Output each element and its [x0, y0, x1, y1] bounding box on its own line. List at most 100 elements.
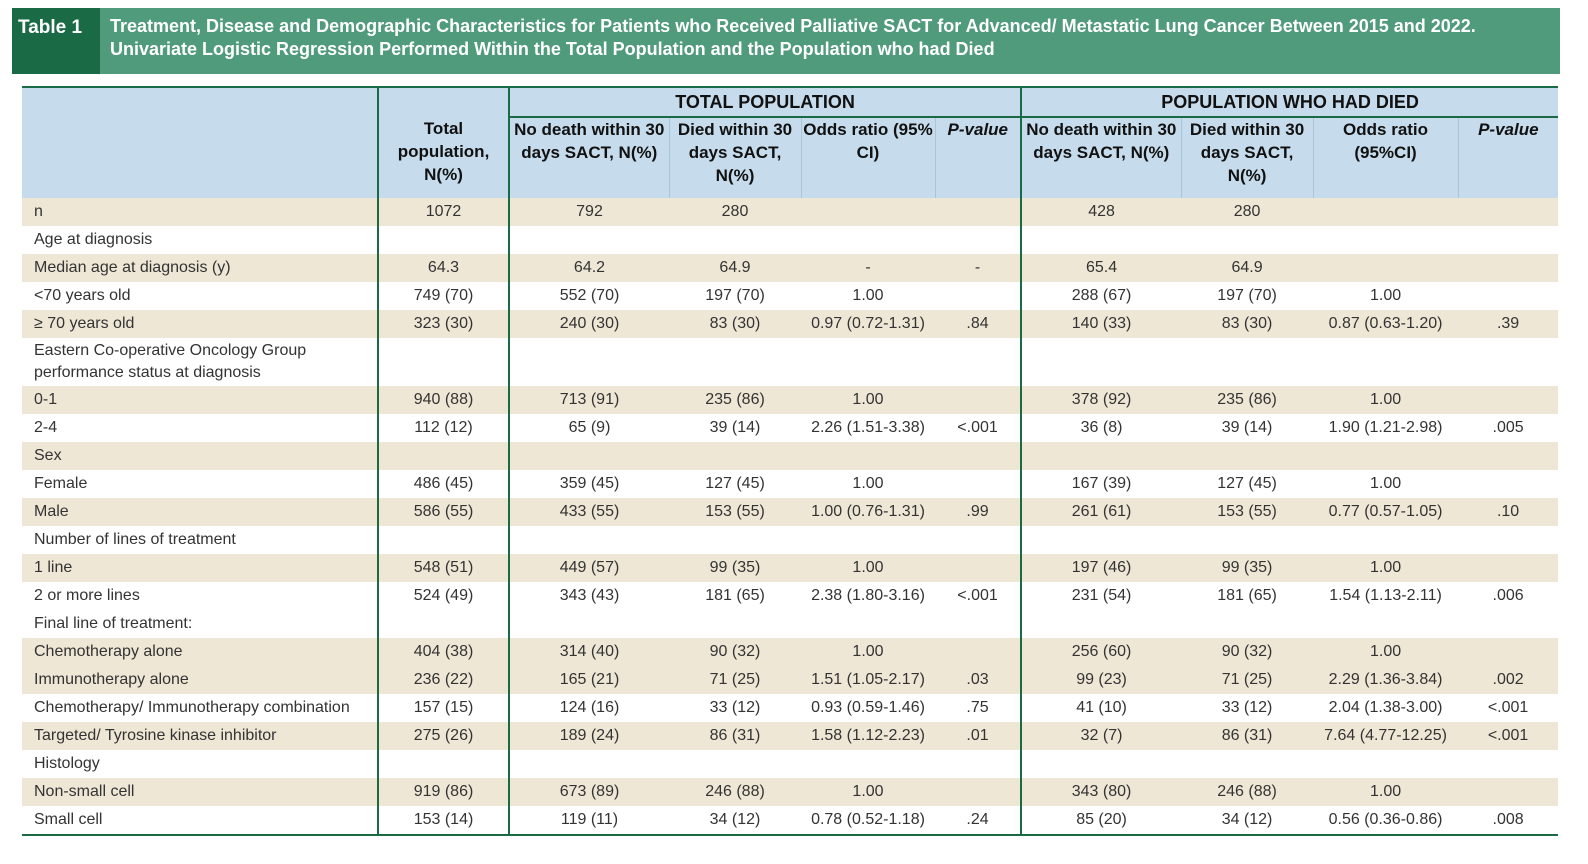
table-cell	[1313, 226, 1459, 254]
row-label: ≥ 70 years old	[22, 310, 378, 338]
table-cell: 0.56 (0.36-0.86)	[1313, 806, 1459, 835]
table-row: Small cell 153 (14) 119 (11) 34 (12) 0.78 (0…	[22, 806, 1559, 835]
table-cell	[935, 526, 1022, 554]
table-cell	[1020, 442, 1182, 470]
table-cell: 1.00	[801, 470, 935, 498]
table-cell: .24	[935, 806, 1022, 835]
table-cell	[508, 226, 669, 254]
table-cell	[1020, 226, 1182, 254]
table-cell: 231 (54)	[1020, 582, 1182, 610]
table-cell: 428	[1020, 198, 1182, 226]
table-cell	[1313, 198, 1459, 226]
table-cell	[1458, 778, 1559, 806]
table-cell: 449 (57)	[508, 554, 669, 582]
row-label: Chemotherapy alone	[22, 638, 378, 666]
row-label: n	[22, 198, 378, 226]
table-row: Histology	[22, 750, 1559, 778]
table-cell	[1313, 338, 1459, 386]
table-cell: .008	[1458, 806, 1559, 835]
table-cell: 548 (51)	[377, 554, 509, 582]
table-cell: 1.54 (1.13-2.11)	[1313, 582, 1459, 610]
table-cell	[935, 470, 1022, 498]
table-caption: Treatment, Disease and Demographic Chara…	[110, 16, 1476, 59]
table-cell: 0.87 (0.63-1.20)	[1313, 310, 1459, 338]
table-row: Female 486 (45) 359 (45) 127 (45) 1.00 167 (3…	[22, 470, 1559, 498]
table-cell	[1458, 638, 1559, 666]
table-cell: 0.78 (0.52-1.18)	[801, 806, 935, 835]
table-cell: 240 (30)	[508, 310, 669, 338]
header-p-value-died: P-value	[1457, 117, 1559, 198]
table-cell: 64.9	[669, 254, 801, 282]
header-blank-total	[377, 87, 509, 117]
table-row: <70 years old 749 (70) 552 (70) 197 (70) 1.0…	[22, 282, 1559, 310]
table-cell	[801, 442, 935, 470]
table-row: Median age at diagnosis (y) 64.3 64.2 64.9-…	[22, 254, 1559, 282]
table-cell: 83 (30)	[1181, 310, 1314, 338]
table-cell: .005	[1458, 414, 1559, 442]
table-cell: 552 (70)	[508, 282, 669, 310]
table-cell	[669, 610, 801, 638]
table-cell: 32 (7)	[1020, 722, 1182, 750]
table-cell: 41 (10)	[1020, 694, 1182, 722]
table-row: 0-1 940 (88) 713 (91) 235 (86) 1.00 378 (92) 2…	[22, 386, 1559, 414]
table-cell: 261 (61)	[1020, 498, 1182, 526]
table-cell: 940 (88)	[377, 386, 509, 414]
row-label: Number of lines of treatment	[22, 526, 378, 554]
table-row: Eastern Co-operative Oncology Group perf…	[22, 338, 1559, 386]
table-cell: 1.51 (1.05-2.17)	[801, 666, 935, 694]
table-cell	[377, 750, 509, 778]
table-cell: 359 (45)	[508, 470, 669, 498]
table-cell	[935, 778, 1022, 806]
table-row: 2 or more lines 524 (49) 343 (43) 181 (65) 2…	[22, 582, 1559, 610]
table-cell: 189 (24)	[508, 722, 669, 750]
table-cell	[1020, 526, 1182, 554]
table-cell: 99 (35)	[669, 554, 801, 582]
table-cell	[508, 750, 669, 778]
table-cell: 486 (45)	[377, 470, 509, 498]
header-blank-cell	[22, 117, 378, 198]
table-cell: .75	[935, 694, 1022, 722]
table-cell: 378 (92)	[1020, 386, 1182, 414]
table-cell	[1458, 470, 1559, 498]
table-cell	[1181, 610, 1314, 638]
row-label: 2 or more lines	[22, 582, 378, 610]
row-label: Immunotherapy alone	[22, 666, 378, 694]
table-cell: 85 (20)	[1020, 806, 1182, 835]
table-cell: .006	[1458, 582, 1559, 610]
table-cell: 39 (14)	[669, 414, 801, 442]
table-cell	[935, 554, 1022, 582]
table-cell	[1313, 750, 1459, 778]
table-cell: 288 (67)	[1020, 282, 1182, 310]
table-cell: 2.26 (1.51-3.38)	[801, 414, 935, 442]
header-blank-label	[22, 87, 378, 117]
table-cell: 246 (88)	[1181, 778, 1314, 806]
table-cell: 33 (12)	[669, 694, 801, 722]
table-cell: 1.00	[801, 778, 935, 806]
table-row: Male 586 (55) 433 (55) 153 (55) 1.00 (0.76-1…	[22, 498, 1559, 526]
table-title-bar: Table 1 Treatment, Disease and Demograph…	[12, 8, 1560, 74]
table-cell: .01	[935, 722, 1022, 750]
table-cell: 65.4	[1020, 254, 1182, 282]
table-cell: 64.3	[377, 254, 509, 282]
table-cell: 33 (12)	[1181, 694, 1314, 722]
table-cell: 124 (16)	[508, 694, 669, 722]
table-cell	[935, 750, 1022, 778]
table-cell	[508, 442, 669, 470]
table-cell: 1.00	[1313, 386, 1459, 414]
table-cell: 64.2	[508, 254, 669, 282]
table-cell	[1458, 610, 1559, 638]
table-cell: 153 (14)	[377, 806, 509, 835]
header-no-death-died: No death within 30 days SACT, N(%)	[1020, 117, 1182, 198]
table-cell: 343 (43)	[508, 582, 669, 610]
table-cell	[377, 338, 509, 386]
table-cell	[935, 638, 1022, 666]
table-row: Number of lines of treatment	[22, 526, 1559, 554]
table-cell: 36 (8)	[1020, 414, 1182, 442]
row-label: Median age at diagnosis (y)	[22, 254, 378, 282]
table-cell: 181 (65)	[1181, 582, 1314, 610]
table-cell	[935, 442, 1022, 470]
table-cell: 90 (32)	[669, 638, 801, 666]
table-cell	[1458, 554, 1559, 582]
table-cell	[1313, 442, 1459, 470]
table-cell	[1458, 442, 1559, 470]
